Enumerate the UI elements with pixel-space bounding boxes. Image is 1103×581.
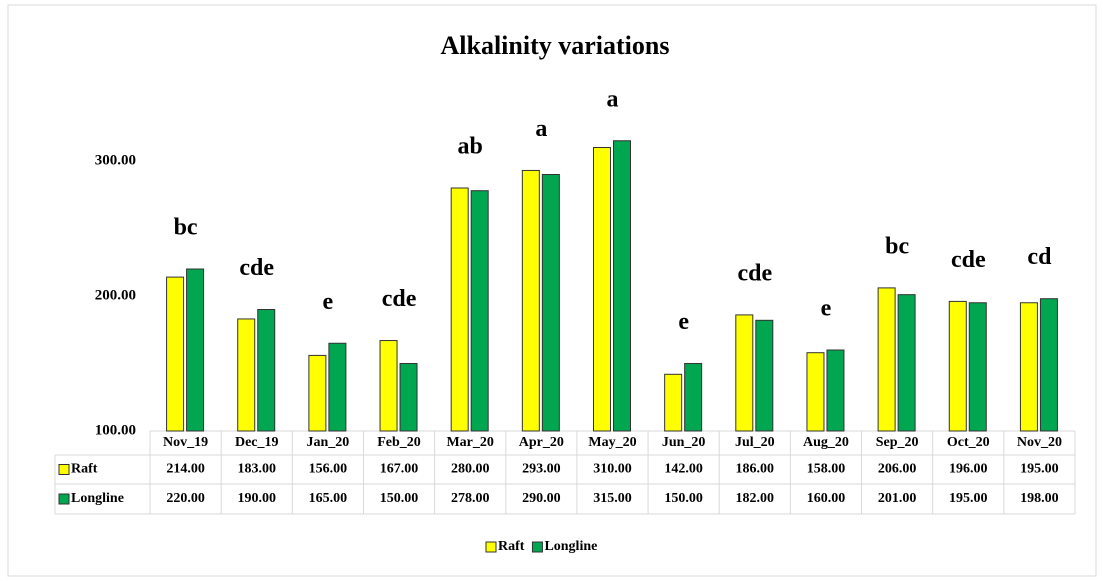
annotation: cde	[239, 255, 274, 281]
bar	[735, 314, 754, 432]
bar	[521, 169, 540, 432]
legend-key	[485, 541, 497, 553]
x-tick-label: Nov_19	[163, 435, 208, 450]
x-tick-label: Jan_20	[306, 435, 349, 450]
annotation: cde	[382, 286, 417, 312]
bar	[328, 342, 347, 432]
legend-key	[58, 493, 70, 505]
annotation: cde	[951, 247, 986, 273]
bar	[593, 147, 611, 432]
bar	[613, 140, 631, 432]
x-tick-label: Jul_20	[735, 435, 775, 450]
annotation: e	[821, 296, 832, 322]
bar	[379, 340, 398, 432]
table-value: 198.00	[1020, 491, 1059, 506]
bar	[684, 363, 703, 432]
x-tick-label: Aug_20	[803, 435, 849, 450]
table-value: 201.00	[878, 491, 917, 506]
annotation: cde	[737, 260, 772, 286]
bar	[450, 187, 469, 432]
bar	[237, 318, 256, 432]
table-value: 190.00	[237, 491, 276, 506]
table-row-label: Longline	[71, 491, 124, 506]
table-value: 182.00	[736, 491, 775, 506]
table-row-label: Raft	[71, 462, 98, 477]
bar	[826, 349, 845, 432]
annotation: e	[323, 289, 334, 315]
annotation: cd	[1027, 244, 1052, 270]
bar	[806, 352, 825, 432]
legend-label: Longline	[544, 539, 597, 554]
bar	[186, 268, 205, 432]
bar	[166, 276, 185, 432]
table-value: 220.00	[166, 491, 205, 506]
bar	[541, 174, 560, 432]
x-tick-label: Apr_20	[519, 435, 564, 450]
bar	[755, 319, 774, 432]
table-value: 278.00	[451, 491, 490, 506]
bar	[1019, 302, 1038, 432]
annotation: a	[535, 116, 547, 142]
table-value: 158.00	[807, 462, 846, 477]
table-value: 150.00	[380, 491, 419, 506]
x-tick-label: Nov_20	[1017, 435, 1062, 450]
legend-key	[531, 541, 543, 553]
x-tick-label: May_20	[588, 435, 636, 450]
table-value: 142.00	[664, 462, 703, 477]
x-tick-label: Feb_20	[377, 435, 421, 450]
x-tick-label: Mar_20	[446, 435, 493, 450]
table-value: 293.00	[522, 462, 561, 477]
bar	[968, 302, 987, 432]
annotation: ab	[458, 134, 483, 160]
legend-key	[58, 464, 70, 475]
table-value: 214.00	[166, 462, 205, 477]
bar	[877, 287, 896, 432]
annotation: a	[607, 86, 619, 112]
y-tick-label: 300.00	[95, 152, 136, 168]
chart-title: Alkalinity variations	[441, 31, 670, 60]
bar	[664, 373, 683, 432]
annotation: bc	[885, 233, 909, 259]
y-tick-label: 100.00	[95, 422, 136, 438]
table-value: 196.00	[949, 462, 988, 477]
y-tick-label: 200.00	[95, 287, 136, 303]
x-tick-label: Sep_20	[876, 435, 919, 450]
table-value: 290.00	[522, 491, 561, 506]
table-value: 186.00	[736, 462, 775, 477]
table-value: 206.00	[878, 462, 917, 477]
bar	[897, 294, 916, 432]
bar	[257, 309, 276, 432]
table-value: 165.00	[309, 491, 348, 506]
bar	[470, 190, 489, 432]
table-value: 195.00	[1020, 462, 1059, 477]
annotation: e	[678, 309, 689, 335]
bar	[1039, 298, 1058, 432]
table-value: 280.00	[451, 462, 490, 477]
table-value: 310.00	[593, 462, 632, 477]
table-value: 183.00	[237, 462, 276, 477]
x-tick-label: Dec_19	[235, 435, 279, 450]
table-value: 160.00	[807, 491, 846, 506]
table-value: 167.00	[380, 462, 419, 477]
x-tick-label: Jun_20	[662, 435, 706, 450]
table-value: 315.00	[593, 491, 632, 506]
table-value: 150.00	[664, 491, 703, 506]
bar	[948, 300, 967, 432]
annotation: bc	[174, 215, 198, 241]
x-tick-label: Oct_20	[947, 435, 990, 450]
table-value: 195.00	[949, 491, 988, 506]
bar	[308, 354, 327, 432]
legend-label: Raft	[498, 539, 525, 554]
bar	[399, 363, 418, 432]
table-value: 156.00	[309, 462, 348, 477]
